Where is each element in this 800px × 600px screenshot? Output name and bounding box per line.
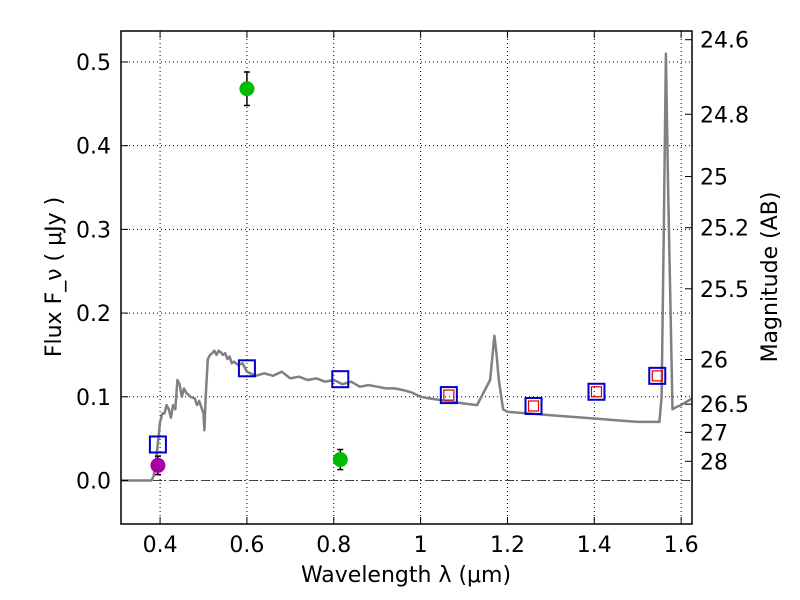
y-tick-label: 0.1 <box>76 386 111 411</box>
x-tick-label: 0.8 <box>316 533 351 558</box>
observed-square-marker <box>587 382 606 401</box>
magnitude-tick-label: 24.6 <box>700 29 749 54</box>
x-axis-label: Wavelength λ (μm) <box>301 563 511 588</box>
magnitude-tick-label: 26 <box>700 349 728 374</box>
x-tick-label: 1.4 <box>577 533 612 558</box>
magnitude-tick-label: 25.2 <box>700 217 749 242</box>
magnitude-tick-label: 24.8 <box>700 103 749 128</box>
y-tick-label: 0.5 <box>76 51 111 76</box>
magnitude-tick-label: 25 <box>700 166 728 191</box>
plot-area-background <box>121 31 692 524</box>
observed-square-marker <box>331 370 350 389</box>
x-tick-label: 1.6 <box>664 533 699 558</box>
model-square-marker <box>651 370 663 382</box>
x-tick-label: 0.6 <box>229 533 264 558</box>
y-axis-right-label: Magnitude (AB) <box>758 192 783 363</box>
x-tick-label: 1 <box>414 533 428 558</box>
observed-square-marker <box>439 386 458 405</box>
y-tick-label: 0.4 <box>76 135 111 160</box>
y-axis-left: 0.0 0.1 0.2 0.3 0.4 0.5 <box>76 51 128 494</box>
model-square-marker <box>527 400 540 412</box>
plot-frame <box>120 30 693 525</box>
magnitude-tick-label: 27 <box>700 421 728 446</box>
magnitude-tick-label: 28 <box>700 450 728 475</box>
magnitude-tick-label: 25.5 <box>700 278 749 303</box>
y-axis-right: 24.6 24.8 25 25.2 25.5 26 26.5 27 28 <box>685 29 749 475</box>
magnitude-tick-label: 26.5 <box>700 393 749 418</box>
x-axis: 0.4 0.6 0.8 1 1.2 1.4 1.6 <box>143 31 699 558</box>
observed-square-marker <box>648 366 667 385</box>
x-tick-label: 0.4 <box>143 533 178 558</box>
y-tick-label: 0.0 <box>76 469 111 494</box>
model-square-marker <box>443 389 455 401</box>
observed-square-marker <box>237 359 256 378</box>
y-axis-label: Flux F_ν ( μJy ) <box>42 197 67 357</box>
detection-point <box>332 452 348 468</box>
observed-square-marker <box>148 435 167 454</box>
y-tick-label: 0.2 <box>76 302 111 327</box>
x-tick-label: 1.2 <box>490 533 525 558</box>
series-layer <box>121 52 693 482</box>
observed-square-marker <box>524 396 543 415</box>
detection-point <box>150 457 166 473</box>
y-tick-label: 0.3 <box>76 218 111 243</box>
model-square-marker <box>590 386 603 398</box>
detection-point <box>239 81 255 97</box>
